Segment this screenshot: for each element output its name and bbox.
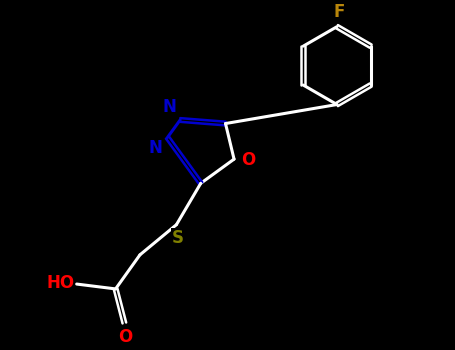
Text: S: S [172, 229, 183, 247]
Text: O: O [118, 328, 132, 346]
Text: N: N [149, 139, 162, 158]
Text: O: O [241, 151, 255, 169]
Text: HO: HO [46, 274, 74, 292]
Text: F: F [334, 3, 345, 21]
Text: N: N [162, 98, 176, 116]
